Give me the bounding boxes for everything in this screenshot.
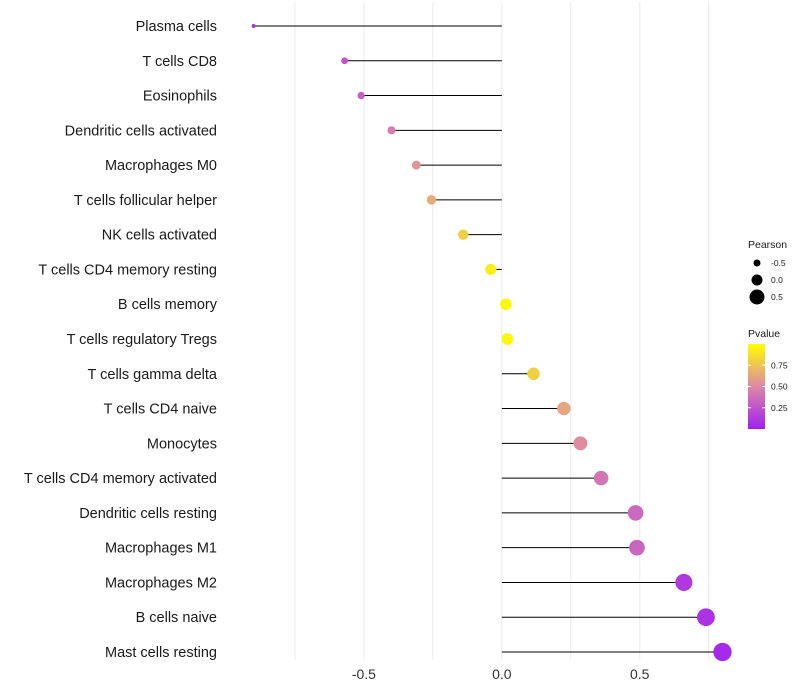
category-label: Dendritic cells resting (79, 506, 217, 522)
data-point (675, 573, 693, 591)
category-label: Eosinophils (143, 89, 217, 105)
legend-color-label: 0.75 (771, 360, 788, 370)
legend-color-label: 0.25 (771, 403, 788, 413)
points (251, 24, 732, 662)
data-point (387, 126, 396, 135)
legend-size-key (753, 259, 761, 267)
category-label: Monocytes (147, 436, 217, 452)
category-label: Macrophages M1 (105, 541, 217, 557)
data-point (527, 367, 540, 381)
legend: Pearson Pvalue -0.5 0.0 0.5 0.75 0.50 0.25 (748, 239, 788, 429)
legend-size-label: -0.5 (771, 258, 786, 268)
grid-lines (294, 2, 710, 660)
data-point (501, 333, 514, 345)
category-label: T cells follicular helper (74, 193, 217, 209)
y-axis-labels: Plasma cells T cells CD8 Eosinophils Dendri… (24, 19, 218, 661)
category-label: T cells CD4 memory resting (38, 262, 217, 278)
legend-size-label: 0.0 (771, 275, 783, 285)
x-tick-label: 0.0 (492, 666, 512, 682)
category-label: T cells CD8 (142, 54, 217, 70)
category-label: T cells gamma delta (88, 367, 218, 383)
category-label: B cells memory (118, 297, 218, 313)
category-label: Mast cells resting (105, 645, 217, 661)
legend-color-label: 0.50 (771, 382, 788, 392)
category-label: Dendritic cells activated (65, 123, 217, 139)
data-point (627, 505, 644, 521)
legend-pvalue-title: Pvalue (748, 328, 780, 340)
data-point (557, 401, 571, 416)
category-label: Macrophages M0 (105, 158, 217, 174)
legend-size-label: 0.5 (771, 292, 783, 302)
data-point (629, 539, 645, 556)
category-label: NK cells activated (102, 228, 217, 244)
data-point (251, 24, 256, 28)
data-point (426, 195, 437, 205)
category-label: Plasma cells (136, 19, 217, 35)
category-label: Macrophages M2 (105, 575, 217, 591)
legend-size-key (749, 289, 765, 305)
category-label: T cells CD4 naive (104, 402, 217, 418)
data-point (458, 229, 469, 240)
data-point (713, 642, 732, 662)
category-label: T cells CD4 memory activated (24, 471, 217, 487)
legend-color-bar (748, 344, 765, 429)
data-point (341, 57, 348, 65)
data-point (357, 91, 365, 100)
data-point (500, 298, 512, 311)
x-tick-label: -0.5 (352, 666, 376, 682)
category-label: T cells regulatory Tregs (67, 332, 217, 348)
data-point (573, 436, 588, 451)
data-point (485, 263, 497, 276)
x-tick-label: 0.5 (630, 666, 650, 682)
data-point (411, 160, 421, 170)
data-point (593, 470, 609, 486)
legend-pearson-title: Pearson (748, 239, 787, 251)
data-point (697, 608, 715, 627)
stems (253, 25, 723, 653)
category-label: B cells naive (136, 610, 217, 626)
x-axis-ticks: -0.5 0.0 0.5 (352, 666, 650, 682)
legend-size-key (751, 274, 763, 286)
